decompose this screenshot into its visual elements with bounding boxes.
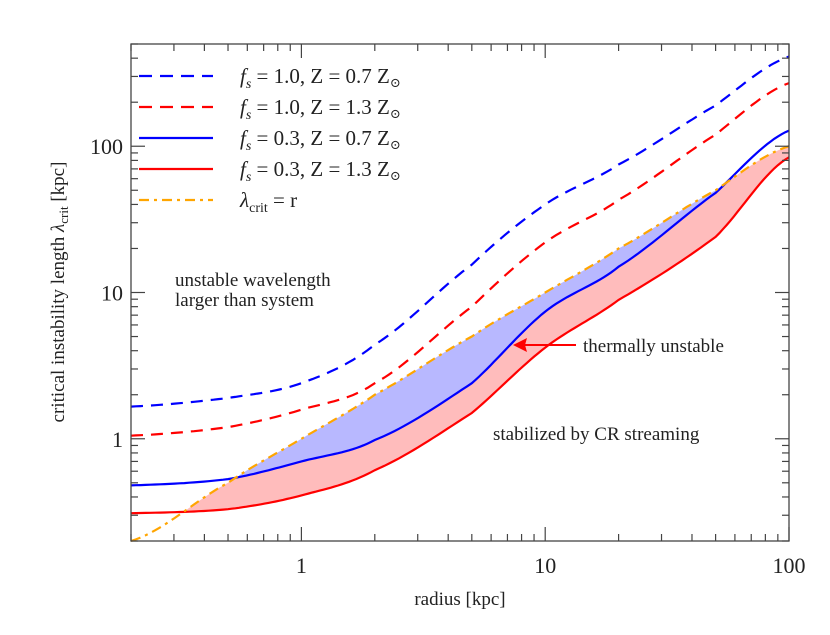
fill-unstable-red: [184, 146, 789, 512]
annotation-unstable-line2: larger than system: [175, 290, 314, 311]
legend: fs = 1.0, Z = 0.7 Z⊙ fs = 1.0, Z = 1.3 Z⊙…: [139, 64, 401, 216]
series-line-5: [130, 145, 790, 543]
series-line-1: [130, 55, 790, 408]
x-axis-label: radius [kpc]: [414, 589, 505, 610]
legend-label-3: fs = 0.3, Z = 0.7 Z⊙: [240, 126, 401, 154]
legend-label-1: fs = 1.0, Z = 0.7 Z⊙: [240, 64, 401, 92]
annotation-thermally-unstable: thermally unstable: [583, 336, 724, 357]
series-line-3: [130, 129, 790, 487]
legend-label-4: fs = 0.3, Z = 1.3 Z⊙: [240, 157, 401, 185]
annotation-unstable-line1: unstable wavelength: [175, 270, 331, 291]
x-tick-label: 10: [534, 553, 556, 578]
y-tick-label: 1: [112, 427, 123, 452]
y-tick-label: 100: [90, 134, 123, 159]
series-line-4: [130, 156, 790, 515]
x-tick-label: 1: [296, 553, 307, 578]
y-tick-label: 10: [101, 281, 123, 306]
x-tick-label: 100: [773, 553, 806, 578]
y-axis-label: critical instability length λcrit [kpc]: [48, 162, 71, 423]
axes: 1 10 100 1 10 100: [90, 43, 806, 578]
annotation-stabilized: stabilized by CR streaming: [493, 424, 700, 445]
series-lines: [130, 55, 790, 543]
series-line-2: [130, 82, 790, 437]
annotation-arrow: [513, 338, 576, 352]
legend-label-2: fs = 1.0, Z = 1.3 Z⊙: [240, 95, 401, 123]
legend-label-5: λcrit = r: [239, 188, 297, 216]
